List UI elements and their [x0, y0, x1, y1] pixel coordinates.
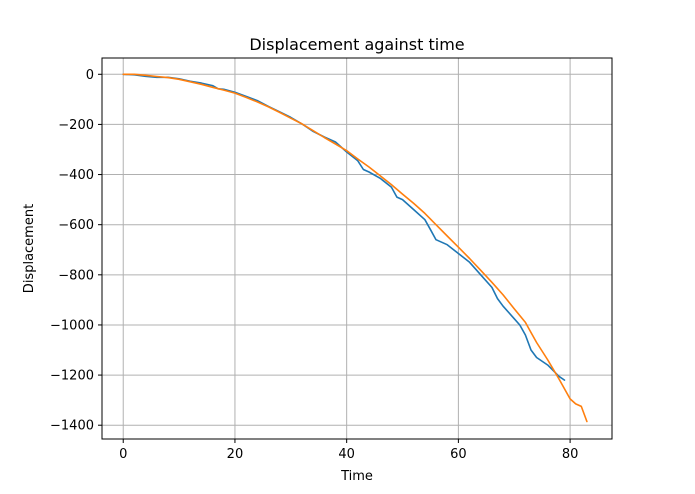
y-axis: 0 −200 −400 −600 −800 −1000 −1200 −1400	[50, 68, 102, 434]
grid	[102, 58, 612, 439]
x-tick-label: 20	[227, 447, 244, 462]
y-tick-label: −800	[58, 268, 94, 283]
x-tick-label: 0	[119, 447, 127, 462]
y-tick-label: −1000	[50, 318, 94, 333]
y-axis-label: Displacement	[22, 204, 37, 293]
x-tick-label: 40	[338, 447, 355, 462]
y-tick-label: −600	[58, 218, 94, 233]
y-tick-label: −1200	[50, 369, 94, 384]
series-line-1	[122, 73, 566, 381]
y-tick-label: −1400	[50, 419, 94, 434]
y-tick-label: −400	[58, 168, 94, 183]
x-axis-label: Time	[340, 469, 373, 484]
series-line-2	[122, 73, 588, 423]
x-axis: 0 20 40 60 80	[119, 439, 578, 462]
y-tick-label: −200	[58, 118, 94, 133]
series-layer	[122, 73, 588, 423]
x-tick-label: 80	[562, 447, 579, 462]
plot-frame	[101, 57, 613, 440]
y-tick-label: 0	[86, 68, 94, 83]
chart-title: Displacement against time	[249, 35, 464, 54]
x-tick-label: 60	[450, 447, 467, 462]
